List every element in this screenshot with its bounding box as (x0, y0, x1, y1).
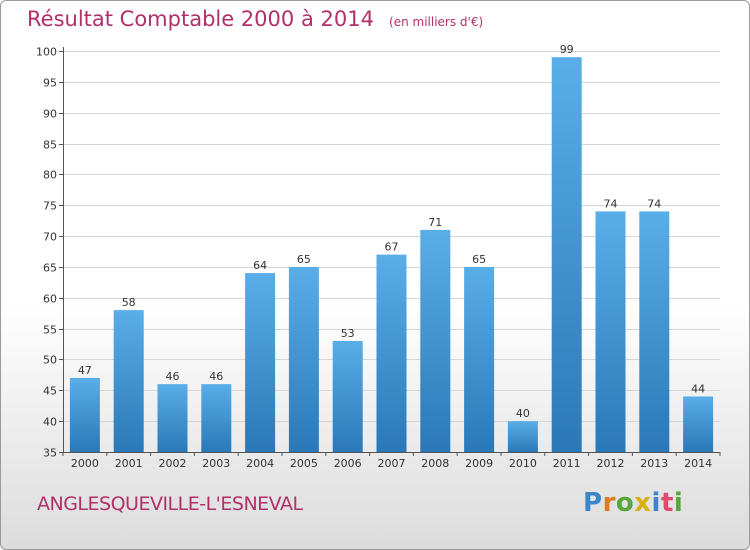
x-tick-label: 2001 (115, 457, 143, 470)
bar-2007 (376, 254, 407, 452)
data-label: 46 (166, 370, 180, 383)
y-tick-label: 40 (43, 416, 57, 429)
y-tick-label: 85 (43, 139, 57, 152)
bar-2002 (157, 384, 188, 452)
commune-name: ANGLESQUEVILLE-L'ESNEVAL (37, 493, 303, 515)
x-tick-label: 2007 (378, 457, 406, 470)
x-tick-label: 2002 (159, 457, 187, 470)
bar-2000 (69, 377, 100, 452)
y-tick-label: 55 (43, 324, 57, 337)
bar-2010 (507, 421, 538, 452)
title-unit: (en milliers d'€) (389, 15, 484, 29)
y-tick-label: 65 (43, 262, 57, 275)
bar-2003 (201, 384, 232, 452)
y-tick-label: 35 (43, 447, 57, 460)
proxiti-logo: Proxiti (583, 488, 684, 518)
y-tick-label: 60 (43, 293, 57, 306)
data-label: 65 (472, 253, 486, 266)
data-label: 53 (341, 327, 355, 340)
data-label: 74 (647, 197, 661, 210)
data-label: 74 (604, 197, 618, 210)
data-label: 67 (385, 241, 399, 254)
x-tick-label: 2006 (334, 457, 362, 470)
x-tick-label: 2010 (509, 457, 537, 470)
bar-2011 (551, 57, 582, 453)
y-tick-label: 100 (36, 46, 57, 59)
title-main: Résultat Comptable 2000 à 2014 (27, 7, 374, 31)
y-tick-label: 50 (43, 354, 57, 367)
bar-2013 (639, 211, 670, 452)
bar-2005 (288, 266, 319, 452)
x-tick-label: 2011 (553, 457, 581, 470)
x-tick-label: 2014 (684, 457, 712, 470)
data-label: 47 (78, 364, 92, 377)
data-label: 58 (122, 296, 136, 309)
bar-2012 (595, 211, 626, 452)
data-label: 65 (297, 253, 311, 266)
y-tick-label: 70 (43, 231, 57, 244)
bar-2004 (245, 273, 276, 452)
data-label: 99 (560, 43, 574, 56)
data-label: 71 (428, 216, 442, 229)
data-label: 64 (253, 259, 267, 272)
bar-2006 (332, 340, 363, 452)
x-tick-label: 2012 (597, 457, 625, 470)
bar-2001 (113, 310, 144, 452)
x-tick-label: 2008 (421, 457, 449, 470)
data-label: 46 (209, 370, 223, 383)
data-label: 44 (691, 382, 705, 395)
bar-2009 (464, 266, 495, 452)
bar-2014 (683, 396, 714, 452)
data-label: 40 (516, 407, 530, 420)
x-tick-label: 2013 (640, 457, 668, 470)
y-tick-label: 45 (43, 385, 57, 398)
y-tick-label: 90 (43, 108, 57, 121)
x-tick-label: 2000 (71, 457, 99, 470)
x-tick-label: 2005 (290, 457, 318, 470)
bar-2008 (420, 229, 451, 452)
x-tick-label: 2009 (465, 457, 493, 470)
chart-title: Résultat Comptable 2000 à 2014 (en milli… (27, 7, 483, 31)
x-tick-label: 2004 (246, 457, 274, 470)
y-tick-label: 80 (43, 169, 57, 182)
y-tick-label: 75 (43, 200, 57, 213)
x-tick-label: 2003 (202, 457, 230, 470)
y-tick-label: 95 (43, 77, 57, 90)
